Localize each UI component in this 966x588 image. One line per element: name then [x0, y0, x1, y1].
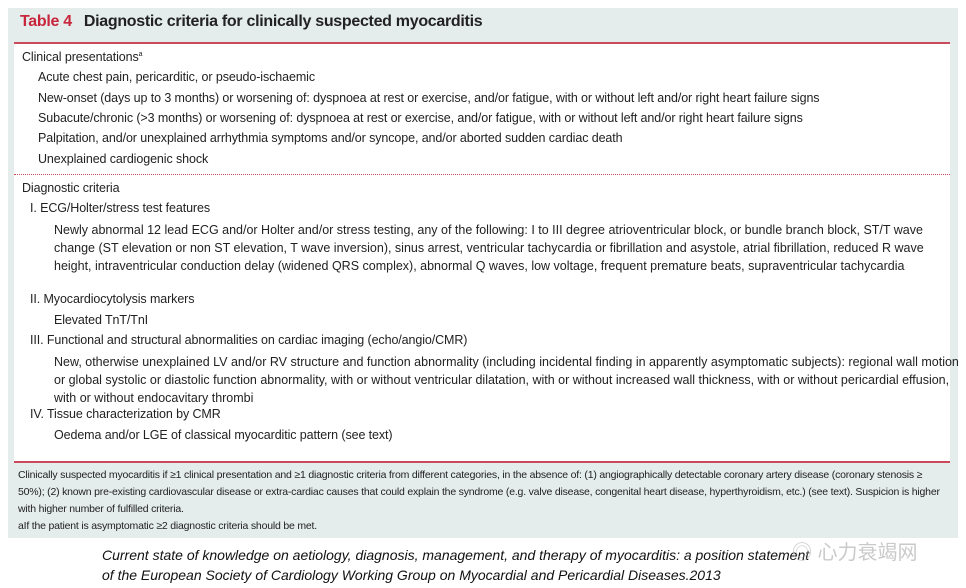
diagnostic-heading: Diagnostic criteria [22, 181, 120, 195]
watermark-logo: ◎ 心力衰竭网 [792, 542, 918, 564]
list-item: Unexplained cardiogenic shock [38, 152, 209, 166]
section-text: Elevated TnT/TnI [54, 313, 149, 327]
section-text: Newly abnormal 12 lead ECG and/or Holter… [54, 223, 924, 273]
caption-line: Current state of knowledge on aetiology,… [102, 547, 810, 563]
footnote-main: Clinically suspected myocarditis if ≥1 c… [18, 469, 940, 515]
section-text: Oedema and/or LGE of classical myocardit… [54, 428, 393, 442]
table-header: Table 4 Diagnostic criteria for clinicall… [20, 13, 483, 31]
section-title: IV. Tissue characterization by CMR [30, 407, 221, 421]
table-footnote: Clinically suspected myocarditis if ≥1 c… [18, 467, 948, 535]
clinical-heading: Clinical presentationsa [22, 50, 143, 64]
list-item: Subacute/chronic (>3 months) or worsenin… [38, 111, 803, 125]
table-body: Clinical presentationsa Acute chest pain… [14, 42, 959, 463]
table-number: Table 4 [20, 13, 72, 30]
section-title: I. ECG/Holter/stress test features [30, 201, 210, 215]
caption: Current state of knowledge on aetiology,… [102, 545, 809, 585]
divider [14, 174, 950, 175]
list-item: Palpitation, and/or unexplained arrhythm… [38, 131, 623, 145]
section-text: New, otherwise unexplained LV and/or RV … [54, 355, 959, 405]
list-item: Acute chest pain, pericarditic, or pseud… [38, 70, 315, 84]
section-title: II. Myocardiocytolysis markers [30, 292, 195, 306]
list-item: New-onset (days up to 3 months) or worse… [38, 91, 820, 105]
section-title: III. Functional and structural abnormali… [30, 333, 468, 347]
footnote-a: aIf the patient is asymptomatic ≥2 diagn… [18, 520, 317, 532]
caption-line: of the European Society of Cardiology Wo… [102, 567, 721, 583]
table-title: Diagnostic criteria for clinically suspe… [83, 13, 483, 30]
